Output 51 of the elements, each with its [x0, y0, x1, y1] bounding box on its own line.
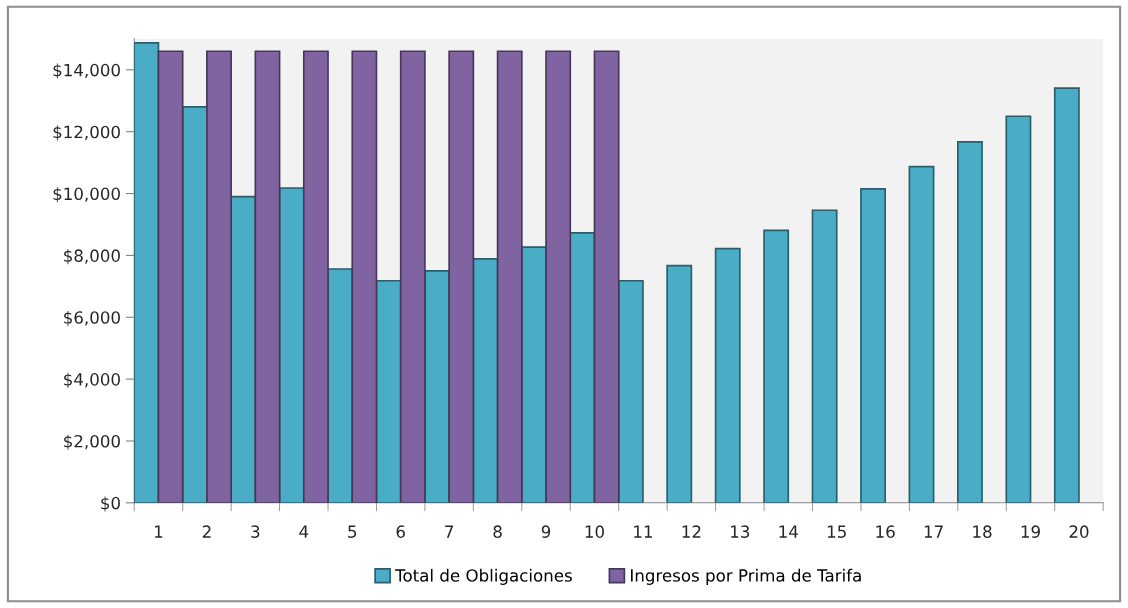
bar [134, 42, 160, 503]
bar [617, 279, 644, 503]
x-tick-label: 11 [634, 525, 652, 538]
x-tick-label: 13 [731, 525, 750, 538]
y-tick-label: $14,000 [53, 63, 120, 79]
y-tick-label: $4,000 [64, 372, 120, 388]
x-tick-label: 2 [202, 525, 211, 538]
bar [351, 50, 378, 503]
legend-label: Total de Obligaciones [395, 568, 572, 585]
bar [908, 165, 935, 503]
bar [206, 50, 232, 503]
legend-label: Ingresos por Prima de Tarifa [631, 568, 861, 585]
bar [496, 50, 523, 503]
y-tick-label: $12,000 [53, 125, 120, 141]
bar [545, 50, 572, 503]
bar [860, 188, 887, 503]
bar [448, 50, 475, 503]
x-tick-label: 10 [585, 525, 604, 538]
bar [763, 229, 790, 503]
bar [302, 50, 329, 503]
bar [157, 50, 184, 503]
bar [254, 50, 281, 503]
x-tick-label: 3 [251, 525, 260, 538]
bar [957, 141, 983, 503]
x-tick-label: 4 [299, 525, 309, 538]
x-tick-label: 1 [154, 525, 163, 538]
y-tick-label: $10,000 [53, 187, 120, 203]
bar [593, 50, 620, 503]
x-tick-label: 18 [973, 525, 992, 538]
x-tick-label: 15 [827, 525, 846, 538]
bar [399, 50, 426, 503]
x-tick-label: 19 [1021, 525, 1040, 538]
bar [714, 247, 741, 503]
x-tick-label: 20 [1069, 525, 1089, 538]
x-tick-label: 5 [348, 525, 357, 538]
bar [1005, 115, 1032, 503]
x-tick-label: 16 [876, 525, 895, 538]
y-tick-label: $6,000 [64, 310, 120, 327]
x-tick-label: 12 [682, 525, 701, 538]
bar [1053, 87, 1080, 503]
x-tick-label: 14 [779, 525, 798, 538]
y-tick-label: $0 [101, 496, 120, 512]
y-tick-label: $8,000 [64, 249, 120, 265]
x-tick-label: 9 [541, 525, 551, 538]
bar [811, 209, 838, 503]
y-tick-label: $2,000 [64, 434, 120, 450]
bar [666, 264, 693, 503]
x-tick-label: 17 [924, 525, 943, 538]
x-tick-label: 8 [493, 525, 502, 538]
x-tick-label: 7 [445, 525, 454, 538]
x-tick-label: 6 [396, 525, 405, 538]
